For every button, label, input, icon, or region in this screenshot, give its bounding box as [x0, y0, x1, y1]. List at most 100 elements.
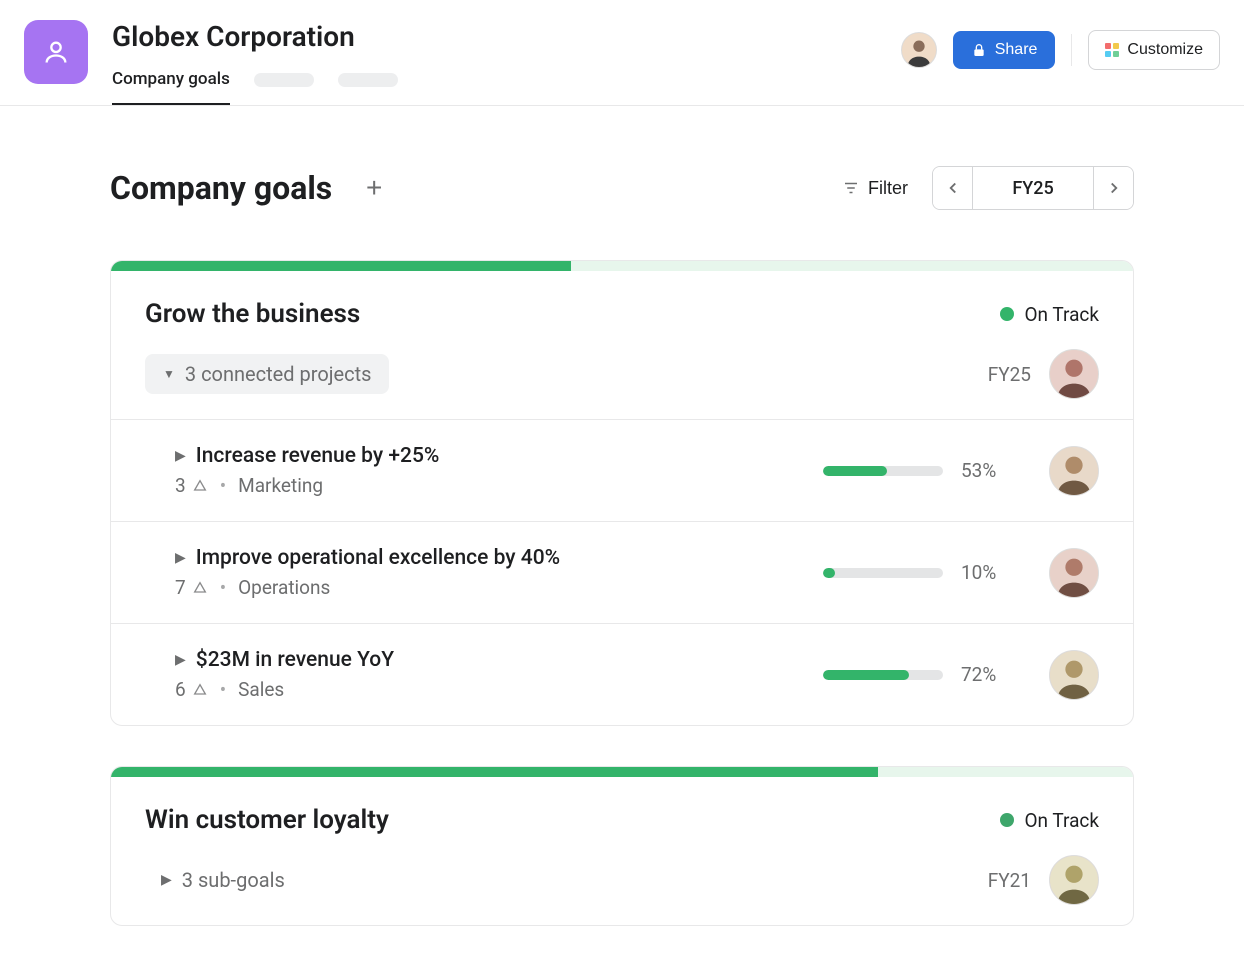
goal-owner-avatar[interactable]: [1049, 349, 1099, 399]
period-prev-button[interactable]: [933, 167, 973, 209]
tab-placeholder[interactable]: [254, 73, 314, 87]
caret-right-icon[interactable]: ▶: [175, 448, 186, 464]
subgoal-row[interactable]: ▶ Improve operational excellence by 40% …: [111, 522, 1133, 624]
caret-down-icon: ▼: [163, 367, 175, 381]
caret-right-icon[interactable]: ▶: [175, 550, 186, 566]
progress-percent: 10%: [961, 561, 1009, 584]
subgoal-count: 6: [175, 678, 208, 701]
goal-card: Win customer loyalty On Track ▶ 3 sub-go…: [110, 766, 1134, 926]
share-label: Share: [995, 41, 1038, 59]
caret-right-icon[interactable]: ▶: [175, 652, 186, 668]
goal-header: Win customer loyalty On Track ▶ 3 sub-go…: [111, 777, 1133, 925]
progress-bar: [823, 670, 943, 680]
progress-fill: [823, 466, 887, 476]
filter-button[interactable]: Filter: [842, 178, 908, 199]
current-user-avatar[interactable]: [901, 32, 937, 68]
subgoal-progress: 72%: [823, 663, 1009, 686]
period-label[interactable]: FY25: [973, 167, 1093, 209]
grid-icon: [1105, 43, 1119, 57]
page-head: Company goals + Filter FY25: [110, 166, 1134, 210]
subgoal-title: $23M in revenue YoY: [196, 648, 394, 672]
customize-button[interactable]: Customize: [1088, 30, 1220, 70]
subgoal-body: ▶ Increase revenue by +25% 3 • Marketing: [155, 444, 823, 497]
subgoal-row[interactable]: ▶ Increase revenue by +25% 3 • Marketing: [111, 420, 1133, 522]
share-button[interactable]: Share: [953, 31, 1056, 69]
page-title: Company goals: [110, 169, 332, 207]
goal-title-row: Win customer loyalty On Track: [145, 805, 1099, 835]
tab-row: Company goals: [112, 69, 398, 105]
people-icon: [42, 38, 70, 66]
title-block: Globex Corporation Company goals: [112, 20, 398, 105]
separator: [1071, 34, 1072, 66]
goal-header: Grow the business On Track ▼ 3 connected…: [111, 271, 1133, 419]
owner-avatar[interactable]: [1049, 548, 1099, 598]
filter-icon: [842, 179, 860, 197]
dot-separator: •: [220, 678, 226, 701]
lock-icon: [971, 42, 987, 58]
dot-separator: •: [220, 474, 226, 497]
subgoal-count: 7: [175, 576, 208, 599]
add-goal-button[interactable]: +: [356, 170, 392, 206]
goal-meta-row: ▶ 3 sub-goals FY21: [145, 855, 1099, 905]
goal-title[interactable]: Win customer loyalty: [145, 805, 389, 835]
status-dot-icon: [1000, 307, 1014, 321]
projects-label: 3 connected projects: [185, 362, 372, 386]
status-dot-icon: [1000, 813, 1014, 827]
progress-percent: 53%: [961, 459, 1009, 482]
header-right: Share Customize: [901, 20, 1220, 70]
main-content: Company goals + Filter FY25: [0, 106, 1244, 926]
goal-owner-avatar[interactable]: [1049, 855, 1099, 905]
subgoal-progress: 53%: [823, 459, 1009, 482]
dot-separator: •: [220, 576, 226, 599]
goal-meta-row: ▼ 3 connected projects FY25: [145, 349, 1099, 399]
subgoal-body: ▶ $23M in revenue YoY 6 • Sales: [155, 648, 823, 701]
goal-title[interactable]: Grow the business: [145, 299, 360, 329]
subgoal-title: Improve operational excellence by 40%: [196, 546, 560, 570]
subgoals-chip[interactable]: ▶ 3 sub-goals: [145, 868, 285, 892]
progress-bar: [823, 568, 943, 578]
subgoal-body: ▶ Improve operational excellence by 40% …: [155, 546, 823, 599]
goal-meta-right: FY21: [988, 855, 1099, 905]
status-pill[interactable]: On Track: [1000, 303, 1099, 326]
page-head-right: Filter FY25: [842, 166, 1134, 210]
progress-bar: [823, 466, 943, 476]
goal-title-row: Grow the business On Track: [145, 299, 1099, 329]
header-left: Globex Corporation Company goals: [24, 20, 901, 105]
caret-right-icon: ▶: [161, 872, 172, 888]
tab-placeholder[interactable]: [338, 73, 398, 87]
goal-period: FY21: [988, 869, 1031, 892]
goal-period: FY25: [988, 363, 1031, 386]
subgoals-label: 3 sub-goals: [182, 868, 285, 892]
goal-card: Grow the business On Track ▼ 3 connected…: [110, 260, 1134, 726]
subgoal-team: Operations: [238, 576, 330, 599]
status-pill[interactable]: On Track: [1000, 809, 1099, 832]
connected-projects-chip[interactable]: ▼ 3 connected projects: [145, 354, 389, 394]
subgoal-progress: 10%: [823, 561, 1009, 584]
goal-progress-bar: [111, 767, 1133, 777]
app-header: Globex Corporation Company goals Share C…: [0, 0, 1244, 106]
period-next-button[interactable]: [1093, 167, 1133, 209]
status-label: On Track: [1024, 809, 1099, 832]
goal-progress-fill: [111, 261, 571, 271]
company-title: Globex Corporation: [112, 20, 398, 53]
progress-fill: [823, 568, 835, 578]
subgoal-count: 3: [175, 474, 208, 497]
company-logo[interactable]: [24, 20, 88, 84]
chevron-left-icon: [944, 179, 962, 197]
owner-avatar[interactable]: [1049, 650, 1099, 700]
subgoal-team: Sales: [238, 678, 284, 701]
goal-meta-right: FY25: [988, 349, 1099, 399]
goal-progress-bar: [111, 261, 1133, 271]
subgoal-row[interactable]: ▶ $23M in revenue YoY 6 • Sales: [111, 624, 1133, 725]
progress-percent: 72%: [961, 663, 1009, 686]
chevron-right-icon: [1105, 179, 1123, 197]
goal-progress-fill: [111, 767, 878, 777]
period-picker: FY25: [932, 166, 1134, 210]
customize-label: Customize: [1127, 41, 1203, 59]
subgoal-team: Marketing: [238, 474, 323, 497]
tab-company-goals[interactable]: Company goals: [112, 69, 230, 105]
subgoals-list: ▶ Increase revenue by +25% 3 • Marketing: [111, 419, 1133, 725]
subgoal-title: Increase revenue by +25%: [196, 444, 440, 468]
owner-avatar[interactable]: [1049, 446, 1099, 496]
status-label: On Track: [1024, 303, 1099, 326]
